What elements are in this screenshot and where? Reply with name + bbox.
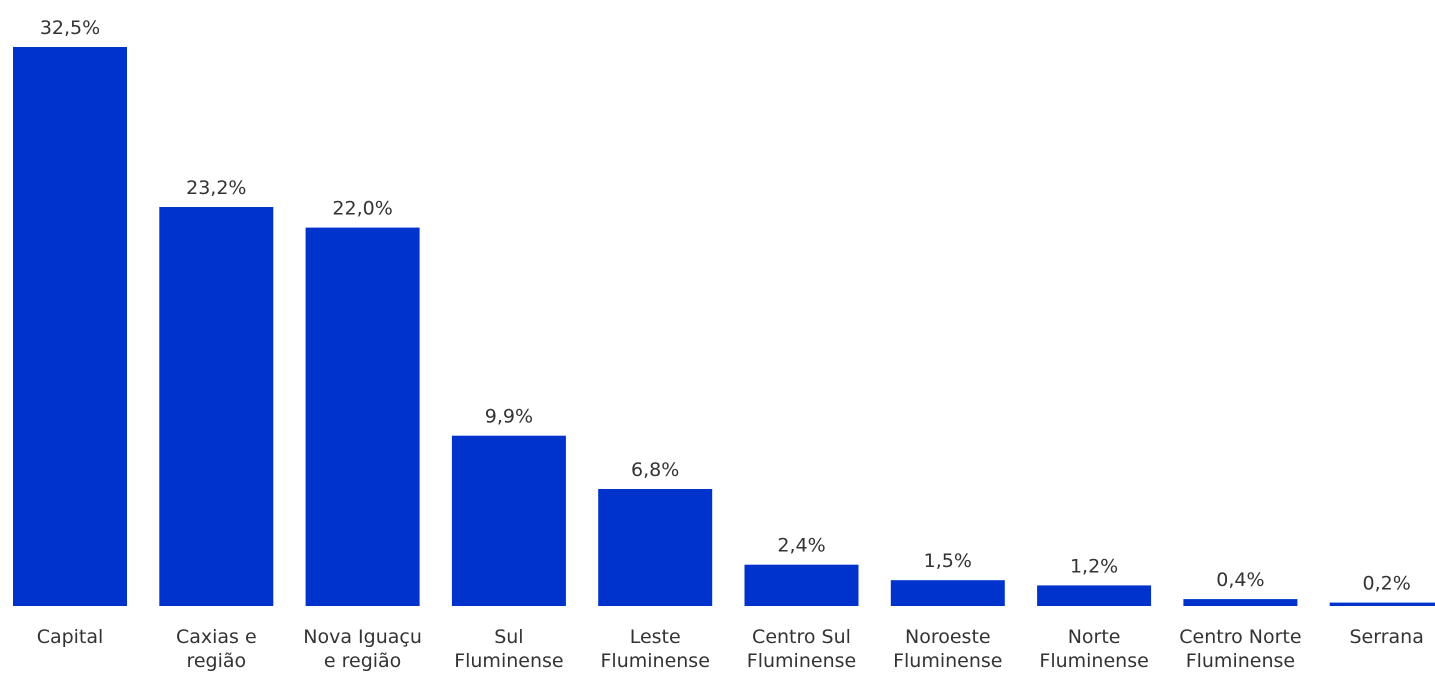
- bar: [159, 207, 274, 606]
- category-label: Centro Sul Fluminense: [747, 626, 856, 672]
- bar-value-label: 22,0%: [332, 198, 392, 220]
- category-label-line: Capital: [37, 626, 104, 648]
- category-label: Noroeste Fluminense: [893, 626, 1002, 672]
- bar-value-label: 32,5%: [40, 17, 100, 39]
- category-label: Sul Fluminense: [454, 626, 563, 672]
- category-label: Capital: [37, 626, 104, 648]
- category-label: Serrana: [1350, 626, 1424, 648]
- category-label-line: Fluminense: [600, 650, 709, 672]
- category-label: Nova Iguaçu e região: [303, 626, 422, 672]
- bar: [598, 489, 713, 606]
- category-label-line: Fluminense: [1186, 650, 1295, 672]
- bar-value-label: 0,4%: [1216, 569, 1264, 591]
- bar-value-label: 0,2%: [1363, 573, 1411, 595]
- category-label-line: Norte: [1068, 626, 1121, 648]
- bar: [890, 580, 1005, 606]
- bar: [1037, 585, 1152, 606]
- category-label: Caxias e região: [176, 626, 257, 672]
- category-label: Norte Fluminense: [1039, 626, 1148, 672]
- bar: [305, 227, 420, 606]
- category-label-line: Fluminense: [454, 650, 563, 672]
- bars-group: [13, 47, 1435, 606]
- category-label-line: e região: [324, 650, 401, 672]
- category-label-line: Nova Iguaçu: [303, 626, 422, 648]
- category-label-line: Centro Norte: [1179, 626, 1301, 648]
- value-labels-group: 32,5% 23,2% 22,0% 9,9% 6,8% 2,4% 1,5% 1,2% 0,4% 0…: [40, 17, 1411, 595]
- category-label-line: Fluminense: [1039, 650, 1148, 672]
- category-label-line: Caxias e: [176, 626, 257, 648]
- bar-value-label: 9,9%: [485, 406, 533, 428]
- category-label-line: Fluminense: [747, 650, 856, 672]
- category-label-line: região: [186, 650, 246, 672]
- bar-value-label: 1,5%: [924, 550, 972, 572]
- category-label-line: Centro Sul: [752, 626, 851, 648]
- bar-value-label: 2,4%: [777, 535, 825, 557]
- category-labels-group: Capital Caxias e região Nova Iguaçu e região…: [37, 626, 1424, 672]
- bar-value-label: 1,2%: [1070, 555, 1118, 577]
- category-label-line: Sul: [494, 626, 523, 648]
- category-label-line: Fluminense: [893, 650, 1002, 672]
- bar-value-label: 23,2%: [186, 177, 246, 199]
- category-label: Centro Norte Fluminense: [1179, 626, 1301, 672]
- bar: [13, 47, 127, 606]
- bar: [1329, 602, 1435, 606]
- category-label-line: Noroeste: [905, 626, 991, 648]
- bar-value-label: 6,8%: [631, 459, 679, 481]
- bar: [451, 435, 566, 606]
- category-label: Leste Fluminense: [600, 626, 709, 672]
- category-label-line: Serrana: [1350, 626, 1424, 648]
- bar: [744, 564, 859, 606]
- category-label-line: Leste: [630, 626, 681, 648]
- bar: [1183, 599, 1298, 606]
